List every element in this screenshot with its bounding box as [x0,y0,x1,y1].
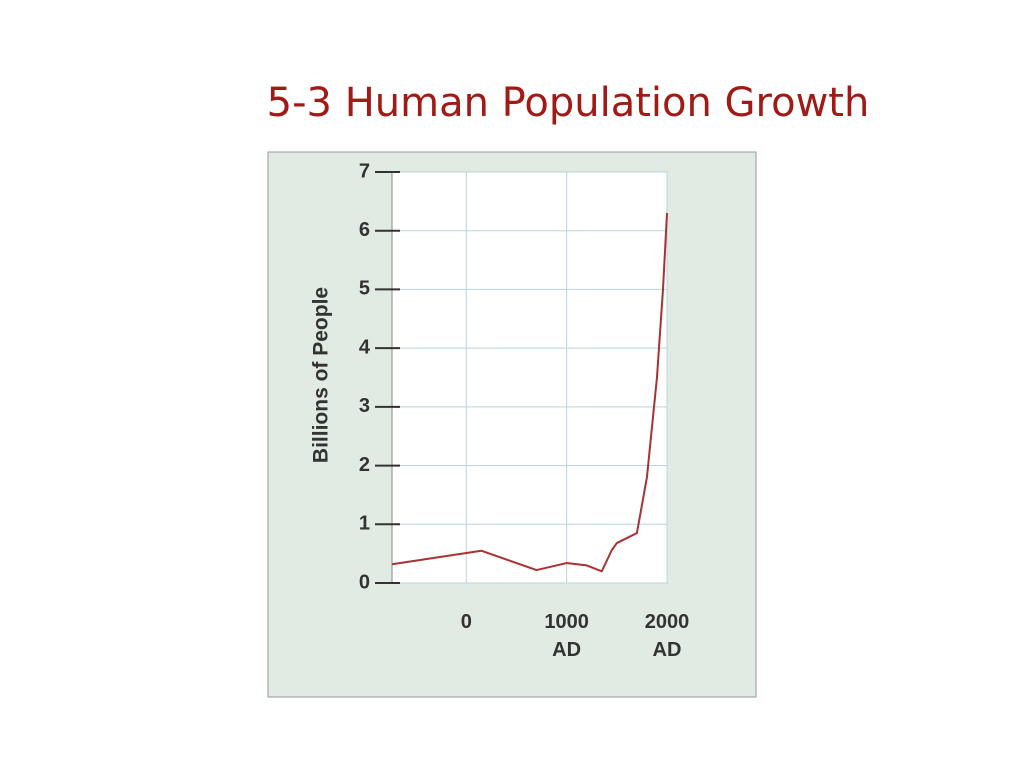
y-tick-label: 6 [359,219,370,241]
y-tick-label: 1 [359,513,370,535]
y-tick-label: 5 [359,278,370,300]
y-axis-label: Billions of People [310,287,333,463]
y-tick-label: 7 [359,160,370,182]
y-tick-label: 2 [359,454,370,476]
x-tick-label: 2000 AD [644,611,690,661]
x-tick-label: 0 [460,611,472,633]
plot-area [391,171,668,584]
y-tick-label: 3 [359,395,370,417]
y-tick-label: 0 [359,571,370,593]
data-line [391,213,668,573]
chart-title: 5-3 Human Population Growth [266,80,870,126]
x-tick-label: 1000 AD [544,611,589,661]
y-tick-label: 4 [359,336,371,358]
